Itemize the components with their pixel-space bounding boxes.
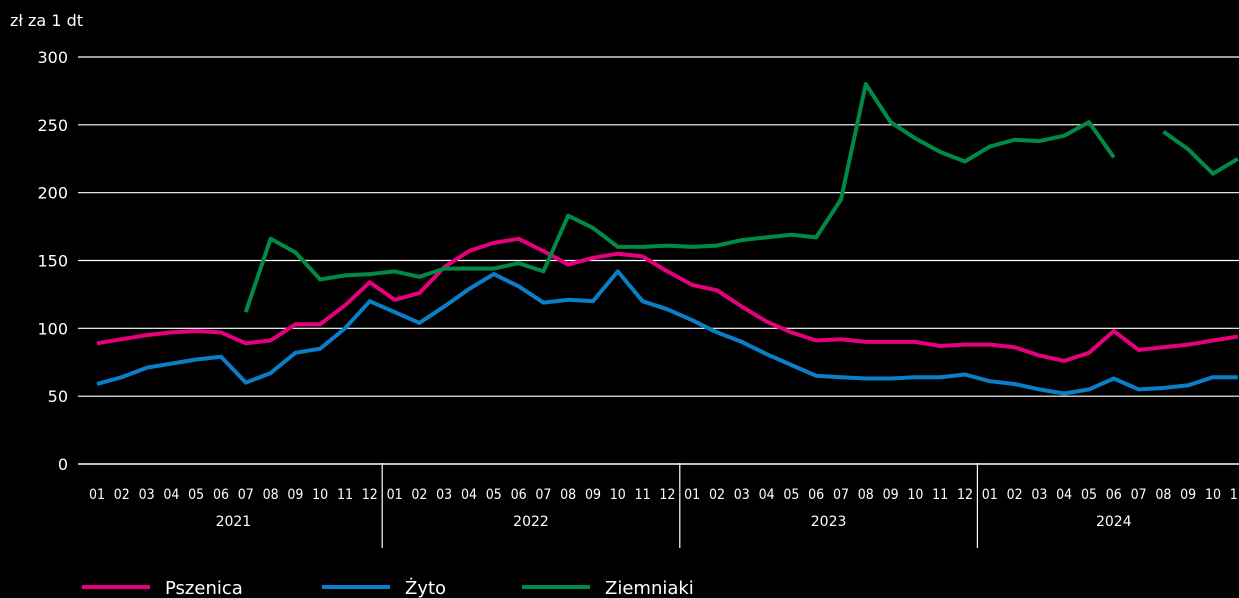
y-tick-label: 250 bbox=[37, 116, 68, 135]
year-label: 2022 bbox=[513, 514, 549, 530]
x-tick-label: 06 bbox=[511, 487, 527, 503]
year-label: 2024 bbox=[1096, 514, 1132, 530]
x-tick-label: 11 bbox=[337, 487, 353, 503]
year-label: 2023 bbox=[811, 514, 847, 530]
x-tick-label: 07 bbox=[1131, 487, 1147, 503]
x-tick-label: 10 bbox=[907, 487, 923, 503]
y-tick-label: 200 bbox=[37, 184, 68, 203]
x-tick-label: 03 bbox=[139, 487, 155, 503]
x-tick-label: 01 bbox=[982, 487, 998, 503]
x-tick-label: 10 bbox=[610, 487, 626, 503]
x-tick-label: 01 bbox=[684, 487, 700, 503]
x-tick-label: 03 bbox=[734, 487, 750, 503]
x-tick-label: 02 bbox=[411, 487, 427, 503]
x-tick-label: 05 bbox=[783, 487, 799, 503]
x-tick-label: 04 bbox=[163, 487, 179, 503]
year-label: 2021 bbox=[216, 514, 252, 530]
x-tick-label: 09 bbox=[883, 487, 899, 503]
y-axis-unit-label: zł za 1 dt bbox=[10, 11, 83, 30]
x-tick-label: 01 bbox=[89, 487, 105, 503]
grid-lines bbox=[78, 56, 1239, 465]
y-tick-label: 150 bbox=[37, 252, 68, 271]
x-tick-label: 09 bbox=[287, 487, 303, 503]
x-axis: 01 02 03 04 05 06 07 08 09 10 11 12 01 02 03 04 05 06 07 08… bbox=[89, 463, 1239, 548]
y-axis: 0 50 100 150 200 250 300 bbox=[37, 48, 68, 474]
x-tick-label: 10 bbox=[312, 487, 328, 503]
series-line-żyto bbox=[96, 269, 1238, 396]
x-tick-label: 12 bbox=[957, 487, 973, 503]
x-tick-label: 03 bbox=[1031, 487, 1047, 503]
legend: Pszenica Żyto Ziemniaki bbox=[82, 578, 694, 598]
x-tick-label: 07 bbox=[238, 487, 254, 503]
x-tick-label: 10 bbox=[1205, 487, 1221, 503]
x-tick-label: 04 bbox=[1056, 487, 1072, 503]
legend-label: Ziemniaki bbox=[605, 578, 694, 598]
x-tick-label: 09 bbox=[1180, 487, 1196, 503]
x-tick-label: 08 bbox=[560, 487, 576, 503]
x-tick-label: 04 bbox=[759, 487, 775, 503]
x-tick-label: 12 bbox=[362, 487, 378, 503]
x-tick-label: 06 bbox=[1106, 487, 1122, 503]
x-tick-label: 06 bbox=[213, 487, 229, 503]
x-tick-label: 06 bbox=[808, 487, 824, 503]
x-tick-label: 11 bbox=[635, 487, 651, 503]
x-tick-label: 02 bbox=[114, 487, 130, 503]
x-tick-label: 09 bbox=[585, 487, 601, 503]
y-tick-label: 100 bbox=[37, 319, 68, 338]
x-tick-label: 05 bbox=[486, 487, 502, 503]
x-tick-label: 02 bbox=[1007, 487, 1023, 503]
y-tick-label: 50 bbox=[48, 387, 68, 406]
series-lines bbox=[96, 82, 1239, 396]
x-tick-label: 07 bbox=[535, 487, 551, 503]
y-tick-label: 300 bbox=[37, 48, 68, 67]
x-tick-label: 02 bbox=[709, 487, 725, 503]
x-tick-label: 08 bbox=[1155, 487, 1171, 503]
legend-label: Pszenica bbox=[165, 578, 243, 598]
x-tick-label: 05 bbox=[188, 487, 204, 503]
y-tick-label: 0 bbox=[58, 455, 68, 474]
series-line-ziemniaki bbox=[243, 82, 1239, 313]
legend-label: Żyto bbox=[405, 578, 446, 598]
x-tick-label: 08 bbox=[858, 487, 874, 503]
x-tick-label: 07 bbox=[833, 487, 849, 503]
x-tick-label: 08 bbox=[263, 487, 279, 503]
series-line-pszenica bbox=[96, 236, 1239, 363]
x-tick-label: 01 bbox=[387, 487, 403, 503]
x-tick-label: 04 bbox=[461, 487, 477, 503]
x-tick-label: 03 bbox=[436, 487, 452, 503]
x-tick-label: 11 bbox=[932, 487, 948, 503]
x-tick-label: 12 bbox=[659, 487, 675, 503]
x-tick-label: 11 bbox=[1230, 487, 1239, 503]
x-tick-label: 05 bbox=[1081, 487, 1097, 503]
